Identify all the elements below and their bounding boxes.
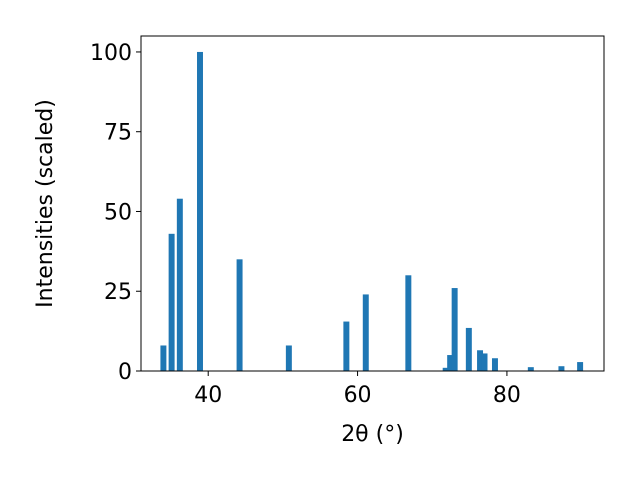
bar-4 (236, 259, 243, 371)
y-tick-label-4: 100 (90, 41, 132, 66)
bar-12 (465, 327, 472, 371)
bar-16 (527, 367, 534, 371)
bar-2 (176, 198, 183, 371)
bar-7 (362, 294, 369, 371)
x-axis-label: 2θ (°) (341, 422, 404, 447)
y-tick-label-1: 25 (104, 280, 132, 305)
bar-10 (447, 355, 454, 371)
bar-8 (405, 275, 412, 371)
bar-5 (285, 345, 292, 371)
bar-18 (577, 362, 584, 371)
bar-14 (481, 353, 488, 371)
y-tick-label-2: 50 (104, 200, 132, 225)
x-axis-ticks: 40 60 80 (194, 371, 521, 408)
bar-13 (477, 350, 484, 371)
y-axis-label: Intensities (scaled) (33, 99, 58, 308)
y-tick-label-3: 75 (104, 121, 132, 146)
bar-3 (197, 51, 203, 371)
bar-1 (168, 233, 175, 371)
bar-15 (491, 358, 498, 371)
bar-17 (558, 366, 565, 371)
bars-group (160, 51, 584, 371)
y-axis-ticks: 0 25 50 75 100 (90, 41, 141, 385)
bar-0 (160, 345, 167, 371)
plot-frame (140, 35, 605, 372)
bar-9 (442, 367, 449, 371)
x-tick-label-1: 60 (344, 383, 372, 408)
bar-6 (343, 321, 350, 371)
bar-11 (451, 288, 458, 371)
x-tick-label-0: 40 (194, 383, 222, 408)
y-tick-label-0: 0 (118, 360, 132, 385)
x-tick-label-2: 80 (493, 383, 521, 408)
